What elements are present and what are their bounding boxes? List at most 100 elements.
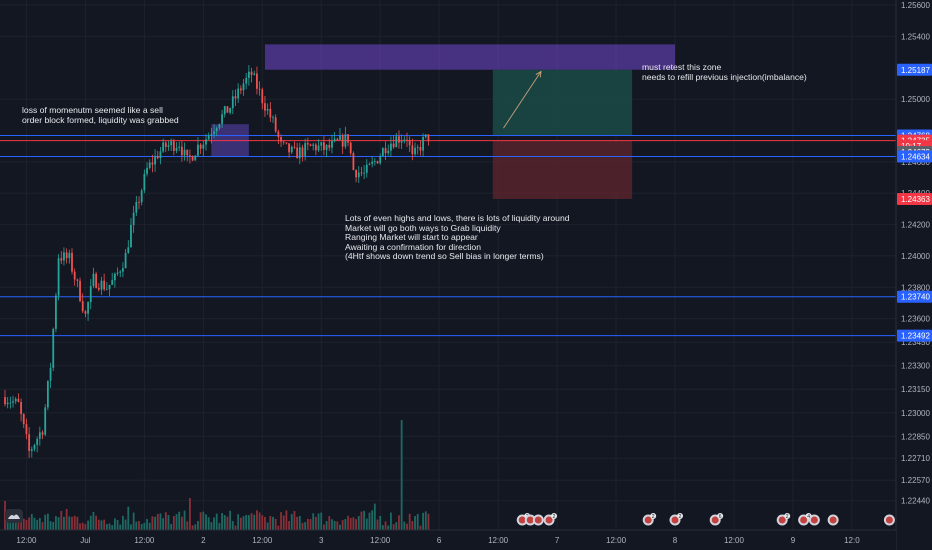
candle-body xyxy=(381,148,384,157)
volume-bar xyxy=(258,512,261,530)
candle-body xyxy=(317,145,320,151)
price-axis-badge xyxy=(897,63,932,76)
volume-bar xyxy=(398,515,400,530)
tradingview-logo-icon xyxy=(5,509,23,523)
volume-bar xyxy=(68,516,71,530)
volume-bar xyxy=(363,510,366,530)
candle-body xyxy=(349,142,352,154)
candle-body xyxy=(127,247,130,253)
price-axis-panel xyxy=(896,0,932,550)
candle-body xyxy=(280,137,282,142)
volume-bar xyxy=(317,513,320,530)
event-marker-flag-icon xyxy=(885,516,893,524)
volume-bar xyxy=(245,514,248,530)
event-marker-flag-icon xyxy=(644,516,652,524)
volume-bar xyxy=(28,517,31,530)
candle-body xyxy=(92,273,95,287)
candle-body xyxy=(57,258,60,296)
annotation-liquidity: Lots of even highs and lows, there is lo… xyxy=(345,213,570,262)
volume-bar xyxy=(162,518,165,530)
volume-bar xyxy=(309,519,312,530)
volume-bar xyxy=(419,525,422,530)
candle-body xyxy=(194,155,197,161)
candle-body xyxy=(363,172,366,174)
volume-bar xyxy=(135,521,138,530)
candle-body xyxy=(119,271,122,273)
candle-body xyxy=(79,280,81,302)
candle-body xyxy=(274,117,277,132)
candle-body xyxy=(392,143,395,148)
volume-bar xyxy=(301,522,304,530)
volume-bar xyxy=(290,514,293,530)
volume-bar xyxy=(60,510,63,530)
volume-bar xyxy=(197,521,199,530)
event-marker-badge xyxy=(551,513,558,519)
volume-bar xyxy=(339,524,341,530)
candle-body xyxy=(352,153,355,170)
volume-bar xyxy=(314,516,317,530)
candle-body xyxy=(25,424,28,435)
volume-bar xyxy=(202,511,205,530)
volume-bar xyxy=(427,513,430,530)
volume-bar xyxy=(381,525,384,530)
volume-bar xyxy=(280,512,282,530)
volume-bar xyxy=(167,515,170,530)
candle-body xyxy=(84,311,87,314)
volume-bar xyxy=(341,520,344,530)
time-tick-label: 12:00 xyxy=(16,536,37,545)
event-marker-flag-icon xyxy=(518,516,526,524)
candle-body xyxy=(44,407,47,435)
event-marker-badge xyxy=(717,513,724,519)
event-marker-count: 2 xyxy=(679,514,682,520)
price-axis-badge xyxy=(897,193,932,206)
volume-bar xyxy=(49,521,52,530)
volume-bar xyxy=(140,524,143,530)
volume-bar xyxy=(357,516,360,530)
price-axis-badge xyxy=(897,329,932,342)
time-tick-label: 6 xyxy=(437,536,442,545)
candle-body xyxy=(398,136,400,143)
candle-body xyxy=(403,139,406,142)
candle-body xyxy=(416,147,419,148)
volume-bar xyxy=(408,513,411,530)
volume-bar xyxy=(371,510,374,530)
volume-bar xyxy=(320,512,323,530)
price-tick-label: 1.23800 xyxy=(901,283,930,292)
volume-bar xyxy=(384,521,387,530)
volume-bar xyxy=(355,519,357,530)
time-tick-label: 8 xyxy=(673,536,678,545)
event-marker-badge xyxy=(784,513,791,519)
candle-body xyxy=(323,142,325,150)
price-tick-label: 1.24000 xyxy=(901,252,930,261)
candle-body xyxy=(113,273,116,281)
price-axis-badge xyxy=(897,150,932,163)
candle-body xyxy=(411,145,414,155)
volume-bar xyxy=(186,521,189,530)
candle-body xyxy=(304,143,307,156)
volume-bar xyxy=(130,524,132,530)
candle-body xyxy=(269,108,272,118)
candle-body xyxy=(306,143,309,145)
volume-bar xyxy=(218,523,221,530)
volume-bar xyxy=(146,519,148,530)
target-arrow xyxy=(503,71,542,129)
candle-body xyxy=(151,162,154,165)
candle-body xyxy=(167,145,170,147)
candle-body xyxy=(390,143,392,151)
candle-body xyxy=(60,258,63,261)
volume-bar xyxy=(73,515,76,530)
candle-body xyxy=(138,201,140,203)
volume-bar xyxy=(105,523,108,530)
event-marker-flag-icon xyxy=(829,516,837,524)
time-tick-label: 12:00 xyxy=(134,536,155,545)
price-tick-label: 1.24200 xyxy=(901,221,930,230)
volume-bar xyxy=(194,524,197,530)
volume-bar xyxy=(151,516,154,530)
event-marker-count: 2 xyxy=(786,514,789,520)
volume-bar xyxy=(229,510,232,530)
volume-bar xyxy=(349,517,352,530)
volume-bar xyxy=(113,518,116,530)
volume-bar xyxy=(424,511,427,530)
